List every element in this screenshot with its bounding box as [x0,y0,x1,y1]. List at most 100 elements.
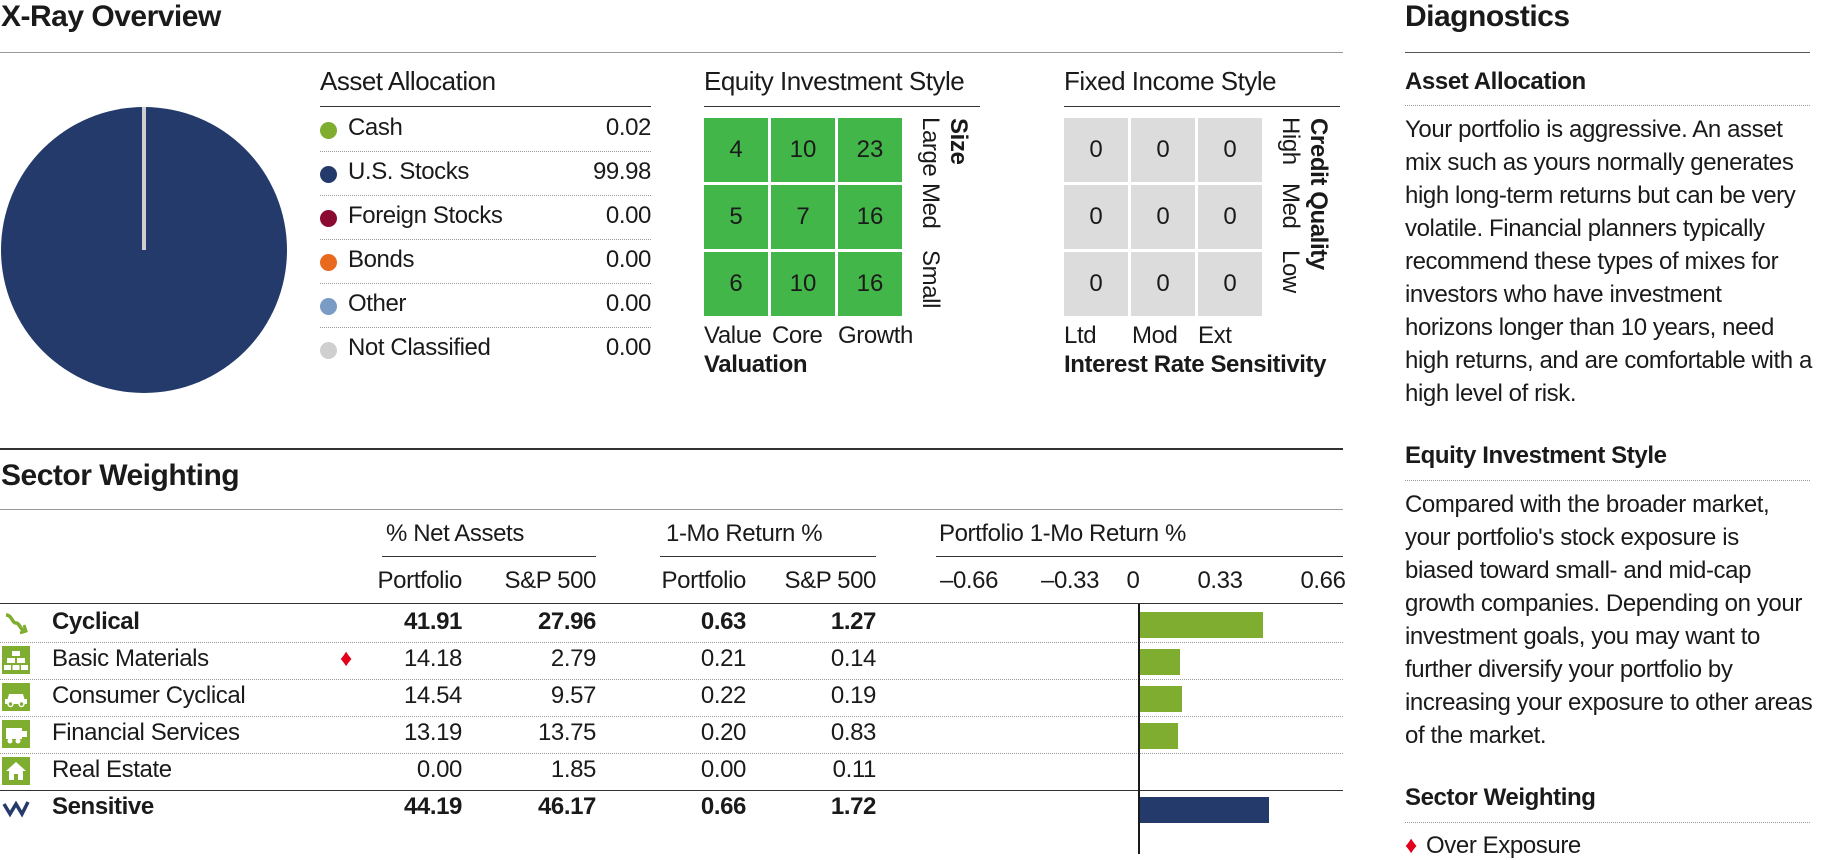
over-exposure-diamond-icon: ♦ [340,645,352,672]
diag-equity-style-text: Compared with the broader market, your p… [1405,491,1813,749]
sector-group-divider [0,790,1343,791]
axis-tick-label: 0 [1126,567,1140,594]
fixed-income-cell-r3-c3: 0 [1198,252,1262,316]
other-legend-label: Other [348,290,407,317]
sector-cyclical-portfolio: 41.91 [403,608,462,635]
fixed-income-style-heading: Fixed Income Style [1064,66,1277,96]
col-header-portfolio: Portfolio [377,567,463,594]
net-assets-group-header: % Net Assets [386,520,524,547]
fixed-income-heading-rule [1064,106,1340,107]
size-row-small: Small [917,250,944,309]
car-icon [1,682,31,712]
sector-cyclical-return-bar [1139,612,1263,638]
sector-cyclical-return-sp500: 1.27 [830,608,877,635]
sector-row-divider [0,716,1343,717]
return-chart-zero-line [1138,604,1140,854]
valuation-axis-label: Valuation [704,351,808,378]
cash-legend-dot [320,122,337,139]
asset-allocation-pie-chart [1,107,287,393]
sector-row-divider [0,679,1343,680]
sector-name-consumer-cyclical: Consumer Cyclical [52,682,246,709]
diag-equity-style-heading: Equity Investment Style [1405,442,1667,469]
sector-name-sensitive: Sensitive [52,793,154,820]
diag-sector-heading: Sector Weighting [1405,784,1596,811]
sector-name-basic-materials: Basic Materials [52,645,209,672]
col-header-sp500: S&P 500 [504,567,596,594]
asset-allocation-heading: Asset Allocation [320,66,496,96]
size-row-large: Large [917,117,944,177]
sector-weighting-title: Sector Weighting [1,459,240,492]
equity-style-cell-r3-c1: 6 [704,252,768,316]
sector-sensitive-portfolio: 44.19 [403,793,462,820]
chart-group-header: Portfolio 1-Mo Return % [939,520,1186,547]
equity-style-cell-r1-c2: 10 [771,118,835,182]
other-legend-dot [320,298,337,315]
bank-icon [1,719,31,749]
not-classified-legend-label: Not Classified [348,334,491,361]
sector-header-rule [0,603,1343,604]
sector-basic-materials-portfolio: 14.18 [403,645,462,672]
foreign-stocks-legend-value: 0.00 [605,202,652,229]
foreign-stocks-legend-dot [320,210,337,227]
equity-style-cell-r1-c1: 4 [704,118,768,182]
u-s-stocks-legend-dot [320,166,337,183]
valuation-col-core: Core [772,322,823,349]
equity-style-cell-r3-c2: 10 [771,252,835,316]
diagnostics-rule [1405,52,1810,53]
sector-cyclical-return-portfolio: 0.63 [700,608,747,635]
axis-tick-label: 0.66 [1300,567,1346,594]
diag-asset-allocation-heading: Asset Allocation [1405,68,1586,95]
diag-asset-allocation-text: Your portfolio is aggressive. An asset m… [1405,116,1812,407]
valuation-col-value: Value [704,322,762,349]
fixed-income-cell-r1-c3: 0 [1198,118,1262,182]
sector-consumer-cyclical-portfolio: 14.54 [403,682,462,709]
diag-sector-rule [1405,822,1810,823]
sector-top-rule [0,448,1343,450]
axis-tick-label: –0.66 [940,567,999,594]
sector-consumer-cyclical-sp500: 9.57 [550,682,597,709]
fixed-income-cell-r2-c2: 0 [1131,185,1195,249]
sector-name-real-estate: Real Estate [52,756,172,783]
not-classified-legend-dot [320,342,337,359]
return-group-header: 1-Mo Return % [666,520,823,547]
chart-group-rule [936,556,1343,557]
sector-row-divider [0,753,1343,754]
axis-tick-label: –0.33 [1041,567,1100,594]
foreign-stocks-legend-label: Foreign Stocks [348,202,503,229]
credit-row-med: Med [1277,183,1304,229]
not-classified-legend-value: 0.00 [605,334,652,361]
over-exposure-label: Over Exposure [1426,832,1581,859]
basic-materials-icon [1,645,31,675]
size-row-med: Med [917,183,944,229]
diag-asset-allocation-rule [1405,105,1810,106]
equity-style-cell-r2-c1: 5 [704,185,768,249]
fixed-income-cell-r1-c1: 0 [1064,118,1128,182]
fixed-income-cell-r3-c1: 0 [1064,252,1128,316]
sector-sensitive-return-bar [1139,797,1269,823]
sector-title-rule [0,509,1343,510]
other-legend-value: 0.00 [605,290,652,317]
equity-style-cell-r3-c3: 16 [838,252,902,316]
fixed-income-cell-r1-c2: 0 [1131,118,1195,182]
cash-legend-label: Cash [348,114,403,141]
size-axis-label: Size [945,118,972,165]
equity-style-heading-rule [704,106,980,107]
bonds-legend-dot [320,254,337,271]
fixed-income-cell-r2-c3: 0 [1198,185,1262,249]
sector-sensitive-return-portfolio: 0.66 [700,793,747,820]
fixed-income-cell-r3-c2: 0 [1131,252,1195,316]
asset-allocation-heading-rule [320,106,651,107]
axis-tick-label: 0.33 [1197,567,1243,594]
bonds-legend-value: 0.00 [605,246,652,273]
sensitivity-axis-label: Interest Rate Sensitivity [1064,351,1327,378]
sensitivity-col-ltd: Ltd [1064,322,1097,349]
sector-financial-services-portfolio: 13.19 [403,719,462,746]
sensitivity-col-ext: Ext [1198,322,1232,349]
return-group-rule [660,556,876,557]
xray-overview-title: X-Ray Overview [1,0,221,33]
sector-sensitive-return-sp500: 1.72 [830,793,877,820]
legend-row-divider [320,283,651,284]
sector-consumer-cyclical-return-bar [1139,686,1182,712]
diag-equity-style-rule [1405,480,1810,481]
diagnostics-title: Diagnostics [1405,0,1570,33]
